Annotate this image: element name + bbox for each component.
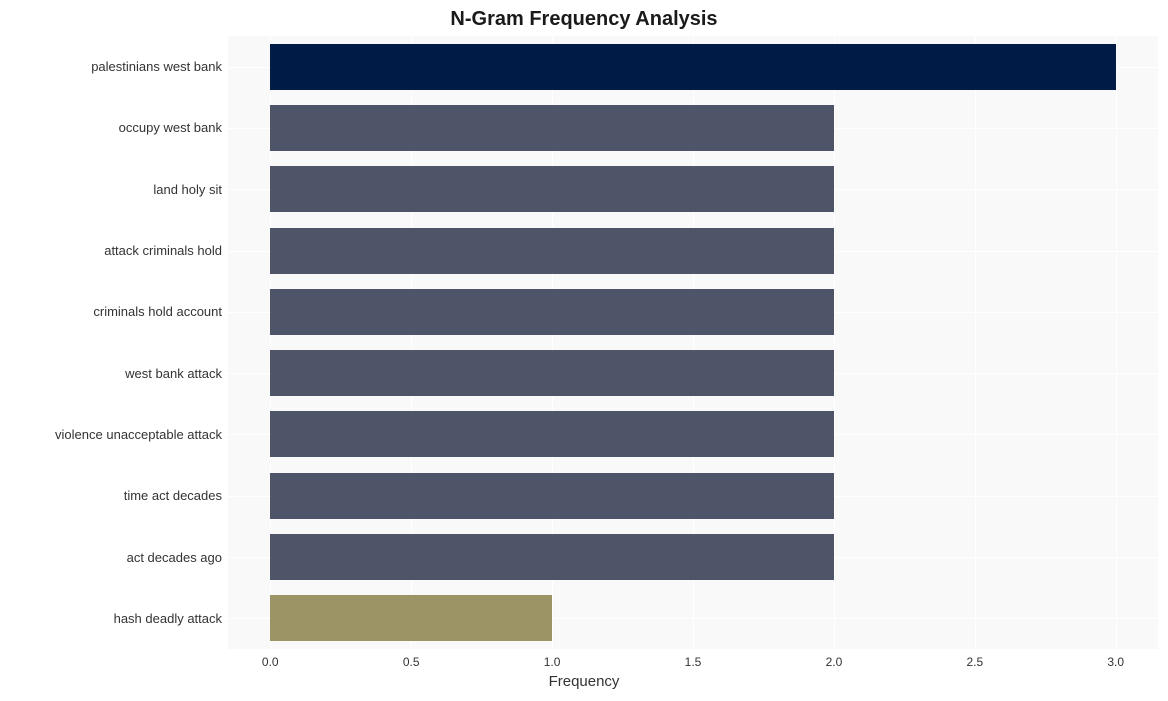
bar <box>270 44 1115 90</box>
chart-container: N-Gram Frequency Analysis Frequency 0.0 0… <box>0 0 1168 701</box>
bar <box>270 534 834 580</box>
y-tick-label: criminals hold account <box>93 304 222 319</box>
y-tick-label: attack criminals hold <box>104 243 222 258</box>
bar <box>270 166 834 212</box>
y-tick-label: time act decades <box>124 488 222 503</box>
x-tick-label: 2.5 <box>966 655 983 669</box>
x-tick-label: 2.0 <box>826 655 843 669</box>
y-tick-label: palestinians west bank <box>91 59 222 74</box>
y-tick-label: violence unacceptable attack <box>55 427 222 442</box>
y-tick-label: act decades ago <box>127 550 222 565</box>
x-tick-label: 1.0 <box>544 655 561 669</box>
y-tick-label: occupy west bank <box>119 120 222 135</box>
y-tick-label: west bank attack <box>125 366 222 381</box>
bar <box>270 350 834 396</box>
bar <box>270 595 552 641</box>
y-tick-label: land holy sit <box>153 182 222 197</box>
x-tick-label: 1.5 <box>685 655 702 669</box>
x-axis-label: Frequency <box>0 673 1168 690</box>
x-tick-label: 3.0 <box>1107 655 1124 669</box>
bar <box>270 473 834 519</box>
bar <box>270 105 834 151</box>
x-tick-label: 0.5 <box>403 655 420 669</box>
bar <box>270 289 834 335</box>
x-tick-label: 0.0 <box>262 655 279 669</box>
bar <box>270 411 834 457</box>
chart-title: N-Gram Frequency Analysis <box>0 8 1168 31</box>
bar <box>270 228 834 274</box>
plot-area <box>228 36 1158 649</box>
y-tick-label: hash deadly attack <box>114 611 222 626</box>
